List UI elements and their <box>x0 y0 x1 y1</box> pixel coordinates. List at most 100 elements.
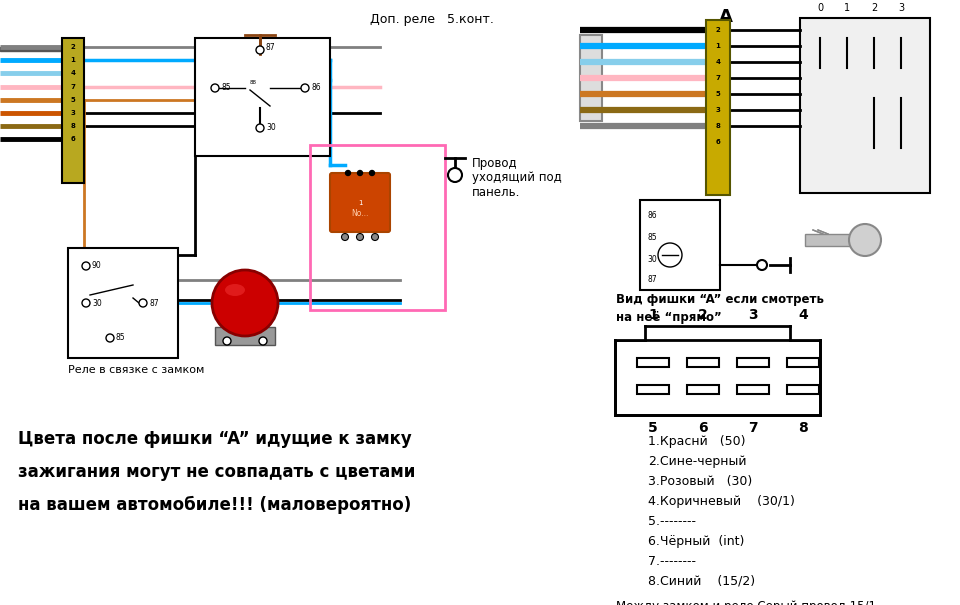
Text: панель.: панель. <box>472 186 520 200</box>
Text: 4: 4 <box>798 308 808 322</box>
Text: 87: 87 <box>149 298 158 307</box>
Circle shape <box>346 171 350 175</box>
Text: 5: 5 <box>715 91 720 97</box>
Text: 86: 86 <box>647 211 657 220</box>
Text: Между замком и реле Серый провод 15/1: Между замком и реле Серый провод 15/1 <box>616 600 876 605</box>
Text: A: A <box>719 8 732 26</box>
Text: 8: 8 <box>798 421 808 435</box>
Bar <box>687 358 719 367</box>
Text: 8: 8 <box>715 123 720 129</box>
Text: 30: 30 <box>92 298 102 307</box>
Text: 1: 1 <box>71 57 76 63</box>
Bar <box>706 20 730 195</box>
Text: 85: 85 <box>221 83 230 93</box>
Circle shape <box>256 124 264 132</box>
Text: зажигания могут не совпадать с цветами: зажигания могут не совпадать с цветами <box>18 463 416 481</box>
Circle shape <box>82 262 90 270</box>
Text: 6.Чёрный  (int): 6.Чёрный (int) <box>648 535 744 548</box>
Bar <box>790 324 820 340</box>
Circle shape <box>372 234 378 241</box>
Text: 85: 85 <box>647 234 657 243</box>
Text: 86: 86 <box>311 83 321 93</box>
Circle shape <box>448 168 462 182</box>
Text: 2: 2 <box>715 27 720 33</box>
Circle shape <box>370 171 374 175</box>
Circle shape <box>223 337 231 345</box>
Text: 3: 3 <box>71 110 76 116</box>
Circle shape <box>106 334 114 342</box>
Text: Реле в связке с замком: Реле в связке с замком <box>68 365 204 375</box>
Text: 3: 3 <box>715 107 720 113</box>
Text: 30: 30 <box>647 255 657 264</box>
Text: 90: 90 <box>92 261 102 270</box>
Text: 1: 1 <box>844 3 850 13</box>
Bar <box>215 327 275 345</box>
Bar <box>640 200 720 290</box>
Bar <box>615 324 645 340</box>
Circle shape <box>849 224 881 256</box>
Circle shape <box>259 337 267 345</box>
Circle shape <box>82 299 90 307</box>
Circle shape <box>212 270 278 336</box>
Text: 4: 4 <box>70 70 76 76</box>
Text: 7: 7 <box>71 84 76 90</box>
Bar <box>0 47 62 51</box>
Bar <box>68 248 178 358</box>
Text: 5: 5 <box>648 421 658 435</box>
Text: 8.Синий    (15/2): 8.Синий (15/2) <box>648 575 756 588</box>
Text: 7: 7 <box>715 75 720 81</box>
Bar <box>237 318 253 330</box>
Text: 5.--------: 5.-------- <box>648 515 696 528</box>
Circle shape <box>357 171 363 175</box>
Text: 4.Коричневый    (30/1): 4.Коричневый (30/1) <box>648 495 795 508</box>
Text: 1: 1 <box>358 200 362 206</box>
Text: 6: 6 <box>715 139 720 145</box>
Text: 3: 3 <box>748 308 757 322</box>
Text: уходящий под: уходящий под <box>472 171 562 185</box>
Bar <box>195 38 330 156</box>
Bar <box>615 340 820 415</box>
Text: 88: 88 <box>250 80 257 85</box>
Text: 1: 1 <box>648 308 658 322</box>
Text: Вид фишки “A” если смотреть: Вид фишки “A” если смотреть <box>616 293 824 307</box>
Text: 2: 2 <box>871 3 877 13</box>
Bar <box>637 358 669 367</box>
Text: 3.Розовый   (30): 3.Розовый (30) <box>648 475 753 488</box>
Bar <box>737 358 769 367</box>
Text: 30: 30 <box>266 123 276 132</box>
Text: 1.Краснй   (50): 1.Краснй (50) <box>648 435 746 448</box>
Text: 0: 0 <box>817 3 823 13</box>
Text: 2: 2 <box>698 308 708 322</box>
Text: 6: 6 <box>698 421 708 435</box>
Text: 5: 5 <box>71 97 76 103</box>
Circle shape <box>256 46 264 54</box>
Text: 1: 1 <box>715 43 720 49</box>
Text: No...: No... <box>351 209 369 218</box>
Circle shape <box>211 84 219 92</box>
Circle shape <box>658 243 682 267</box>
Bar <box>310 145 445 310</box>
Circle shape <box>301 84 309 92</box>
Text: 2: 2 <box>71 44 76 50</box>
Text: 2.Сине-черный: 2.Сине-черный <box>648 455 747 468</box>
Ellipse shape <box>225 284 245 296</box>
FancyBboxPatch shape <box>330 173 390 232</box>
Bar <box>787 385 819 394</box>
Circle shape <box>757 260 767 270</box>
Text: 85: 85 <box>116 333 126 342</box>
Text: 6: 6 <box>71 136 76 142</box>
Text: 7: 7 <box>748 421 757 435</box>
Text: Цвета после фишки “A” идущие к замку: Цвета после фишки “A” идущие к замку <box>18 430 412 448</box>
Text: на вашем автомобиле!!! (маловероятно): на вашем автомобиле!!! (маловероятно) <box>18 496 411 514</box>
Text: Доп. реле   5.конт.: Доп. реле 5.конт. <box>370 13 493 27</box>
Circle shape <box>356 234 364 241</box>
Circle shape <box>139 299 147 307</box>
Bar <box>580 35 602 121</box>
Text: 3: 3 <box>898 3 904 13</box>
Circle shape <box>342 234 348 241</box>
Text: 8: 8 <box>71 123 76 129</box>
Text: 7.--------: 7.-------- <box>648 555 696 568</box>
Bar <box>62 38 84 183</box>
Text: 87: 87 <box>647 275 657 284</box>
Text: на неё “прямо”: на неё “прямо” <box>616 310 722 324</box>
